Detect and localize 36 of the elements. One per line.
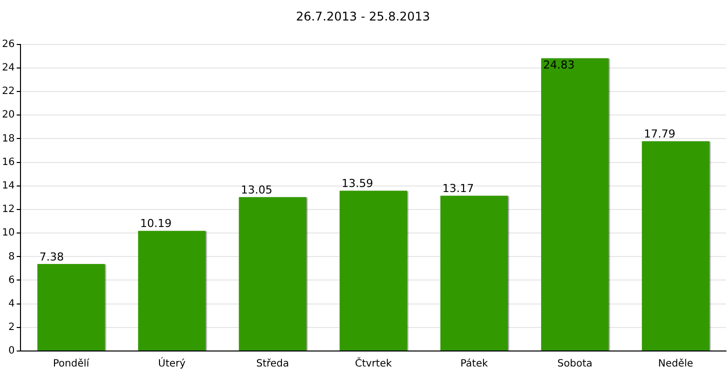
y-tick-label: 26 [2,38,15,50]
bar [541,58,609,350]
data-label: 10.19 [140,217,172,230]
data-label: 13.17 [442,182,474,196]
y-tick-label: 2 [8,322,15,334]
y-tick-label: 12 [2,204,15,216]
y-tick-label: 10 [2,228,15,239]
data-label: 24.83 [543,58,575,72]
x-tick-label: Neděle [658,358,694,370]
bar [238,197,306,350]
y-tick-label: 16 [2,156,15,168]
x-tick-label: Pondělí [53,358,90,370]
bar [642,141,710,350]
bar [37,264,105,350]
y-tick-label: 22 [2,86,15,98]
x-tick-label: Středa [256,358,290,370]
x-tick-label: Úterý [158,356,186,370]
y-tick-label: 0 [8,346,15,357]
bar [440,196,508,350]
y-tick-label: 18 [2,133,15,144]
x-tick-label: Čtvrtek [354,356,392,370]
y-tick-label: 14 [2,180,15,192]
data-label: 7.38 [39,250,64,264]
bar [340,190,408,350]
x-tick-label: Sobota [557,358,592,370]
y-tick-label: 8 [8,251,15,262]
data-label: 17.79 [644,128,676,141]
y-tick-label: 24 [2,62,15,74]
y-tick-label: 6 [8,274,15,286]
data-label: 13.59 [342,177,374,190]
x-tick-label: Pátek [460,358,488,370]
y-tick-label: 20 [2,110,15,121]
chart-title: 26.7.2013 - 25.8.2013 [296,9,430,24]
y-tick-label: 4 [8,298,15,310]
data-label: 13.05 [240,183,272,196]
bar [138,230,206,350]
